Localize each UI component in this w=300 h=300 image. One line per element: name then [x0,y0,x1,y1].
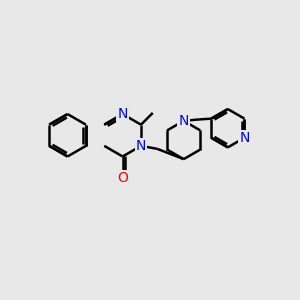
Text: O: O [117,171,128,185]
Text: N: N [239,131,250,145]
Text: N: N [136,139,146,153]
Text: N: N [178,114,189,128]
Text: N: N [117,107,128,121]
